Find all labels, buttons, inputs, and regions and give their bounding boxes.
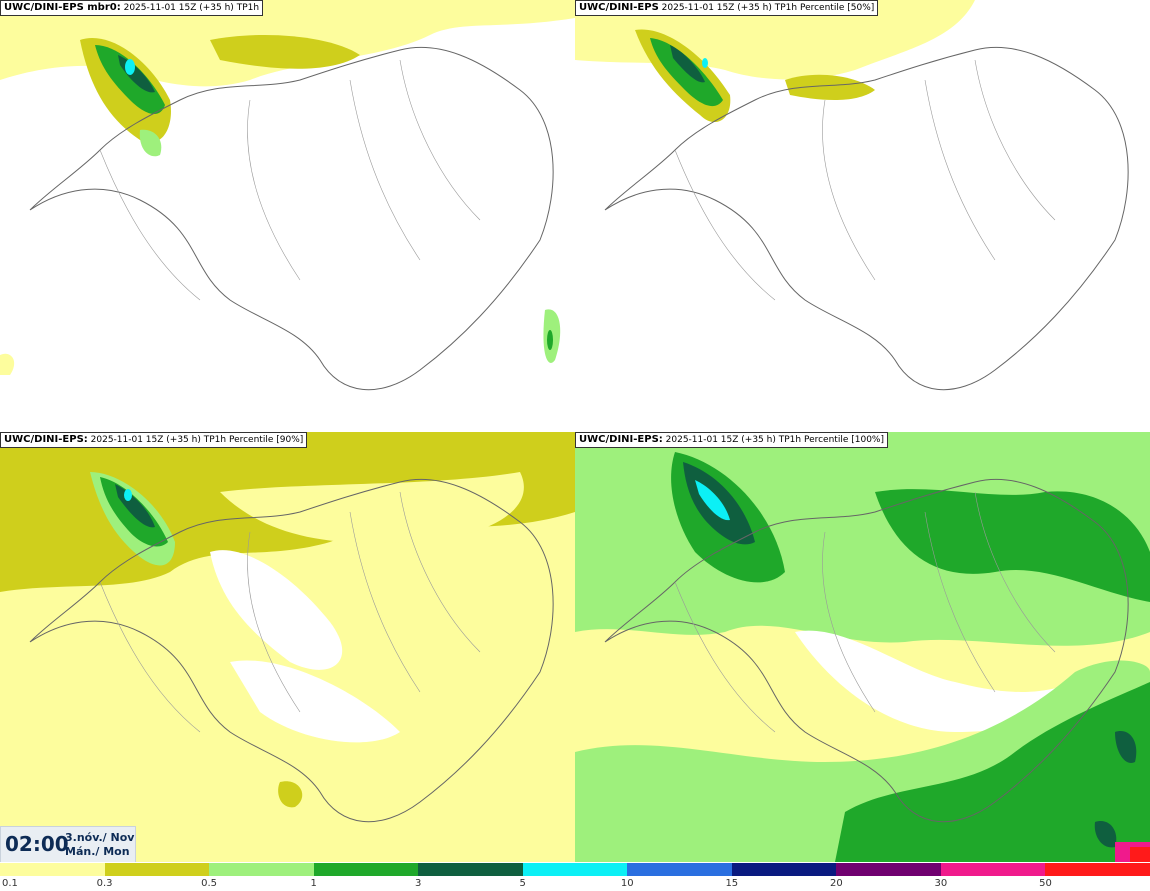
legend-swatch [0,863,105,876]
time-stamp-box: 02:00 3.nóv./ Nov Mán./ Mon [0,826,136,864]
legend-tick-label: 50 [1039,878,1052,889]
map-panel-p90: UWC/DINI-EPS: 2025-11-01 15Z (+35 h) TP1… [0,432,575,862]
legend-tick-label: 0.1 [2,878,18,889]
panel-title: UWC/DINI-EPS mbr0: 2025-11-01 15Z (+35 h… [0,0,264,16]
legend-swatch [418,863,524,876]
legend-tick-label: 20 [829,878,843,889]
legend-tick-label: 0.5 [201,878,218,889]
legend-tick-label: 15 [725,878,739,889]
legend-swatch [627,863,733,876]
legend-swatch [731,863,837,876]
precip-map-p50 [575,0,1129,391]
map-panel-mbr0: UWC/DINI-EPS mbr0: 2025-11-01 15Z (+35 h… [0,0,575,430]
legend-tick-label: 30 [934,878,948,889]
precip-map-p90 [0,432,575,862]
time-clock: 02:00 [5,832,69,856]
legend-swatch [1045,863,1150,876]
legend-tick-label: 10 [620,878,634,889]
legend-tick-label: 3 [414,878,422,889]
map-panel-p50: UWC/DINI-EPS 2025-11-01 15Z (+35 h) TP1h… [575,0,1150,430]
time-date: 3.nóv./ Nov Mán./ Mon [65,831,134,859]
precip-map-mbr0 [0,0,575,391]
legend-swatch [836,863,942,876]
legend-tick-label: 1 [310,878,317,889]
legend-swatch [522,863,628,876]
precip-map-p100 [575,432,1150,862]
panel-title: UWC/DINI-EPS: 2025-11-01 15Z (+35 h) TP1… [575,432,888,448]
legend-swatch [940,863,1046,876]
legend-tick-label: 5 [519,878,526,889]
date-line: 3.nóv./ Nov [65,831,135,844]
day-line: Mán./ Mon [65,845,130,858]
legend-swatch [209,863,315,876]
map-panel-p100: UWC/DINI-EPS: 2025-11-01 15Z (+35 h) TP1… [575,432,1150,862]
panel-title: UWC/DINI-EPS 2025-11-01 15Z (+35 h) TP1h… [575,0,879,16]
legend-swatch [104,863,210,876]
color-legend: 0.1 0.3 0.5 1 3 5 10 15 20 30 50 [0,862,1150,891]
panel-title: UWC/DINI-EPS: 2025-11-01 15Z (+35 h) TP1… [0,432,308,448]
legend-swatch [313,863,419,876]
legend-tick-label: 0.3 [96,878,113,889]
